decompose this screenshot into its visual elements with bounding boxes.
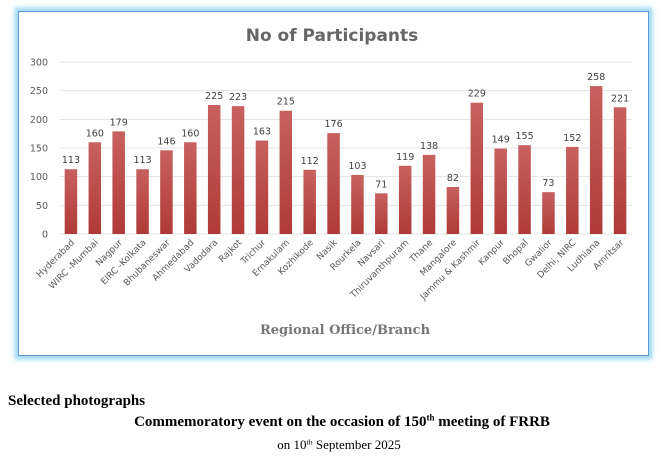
bar	[470, 102, 484, 234]
date-caption-prefix: on 10	[277, 437, 307, 452]
category-label: Kanpur	[477, 238, 507, 268]
bar	[542, 192, 555, 234]
bar	[589, 86, 603, 234]
data-label: 160	[86, 128, 104, 139]
bar	[231, 106, 245, 234]
bar	[303, 169, 316, 234]
y-tick-label: 100	[30, 172, 48, 183]
event-caption-suffix: meeting of FRRB	[434, 414, 550, 430]
bars	[64, 86, 627, 234]
data-label: 113	[62, 155, 80, 166]
bar	[184, 142, 197, 234]
data-label: 223	[229, 92, 247, 103]
y-tick-label: 300	[30, 58, 48, 69]
y-tick-label: 150	[30, 144, 48, 155]
chart-title: No of Participants	[246, 26, 419, 46]
date-caption-suffix: September 2025	[312, 437, 401, 452]
date-caption: on 10th September 2025	[0, 437, 666, 453]
data-label: 221	[611, 93, 629, 104]
data-label: 225	[205, 91, 223, 102]
data-label: 258	[587, 72, 605, 83]
bar	[64, 169, 78, 234]
bar	[88, 142, 102, 234]
bar	[207, 105, 221, 234]
date-caption-sup: th	[306, 437, 313, 447]
data-label: 103	[348, 161, 366, 172]
bar	[279, 110, 293, 234]
bar	[566, 146, 579, 234]
data-label: 119	[396, 152, 414, 163]
data-label: 176	[324, 119, 342, 130]
bar	[613, 107, 627, 234]
gridlines	[59, 61, 632, 235]
bar	[494, 148, 507, 234]
data-label: 152	[563, 133, 581, 144]
data-label: 179	[110, 117, 128, 128]
bar	[112, 131, 125, 234]
bar	[160, 150, 173, 234]
data-label: 112	[301, 156, 319, 167]
data-label: 113	[133, 155, 151, 166]
bar	[446, 186, 460, 234]
bar	[136, 169, 149, 234]
section-heading: Selected photographs	[8, 393, 146, 409]
data-label: 149	[492, 135, 510, 146]
bar	[375, 193, 388, 234]
bar	[327, 133, 340, 234]
y-axis-ticks: 0 50 100 150 200 250 300	[30, 58, 48, 241]
data-label: 155	[515, 131, 533, 142]
data-labels: 113 160 179 113 146 160 225 223 163 215 112 176 103 7…	[62, 72, 629, 190]
y-tick-label: 250	[30, 86, 48, 97]
bar-chart: No of Participants 0 50 100 150 200 250 300 11…	[30, 26, 632, 338]
data-label: 160	[181, 128, 199, 139]
y-tick-label: 200	[30, 115, 48, 126]
data-label: 138	[420, 141, 438, 152]
bar	[255, 140, 269, 234]
data-label: 146	[157, 136, 175, 147]
bar	[351, 174, 364, 234]
event-caption-sup: th	[426, 412, 435, 423]
event-caption: Commemoratory event on the occasion of 1…	[0, 412, 666, 431]
data-label: 73	[542, 178, 554, 189]
event-caption-prefix: Commemoratory event on the occasion of 1…	[134, 414, 427, 430]
y-tick-label: 50	[36, 201, 48, 212]
bar	[518, 145, 531, 234]
data-label: 215	[277, 97, 295, 108]
x-axis-title: Regional Office/Branch	[260, 323, 431, 338]
data-label: 71	[375, 179, 387, 190]
bar	[398, 165, 412, 234]
y-tick-label: 0	[42, 230, 48, 241]
data-label: 163	[253, 127, 271, 138]
bar	[422, 154, 436, 234]
data-label: 229	[468, 89, 486, 100]
data-label: 82	[447, 173, 459, 184]
